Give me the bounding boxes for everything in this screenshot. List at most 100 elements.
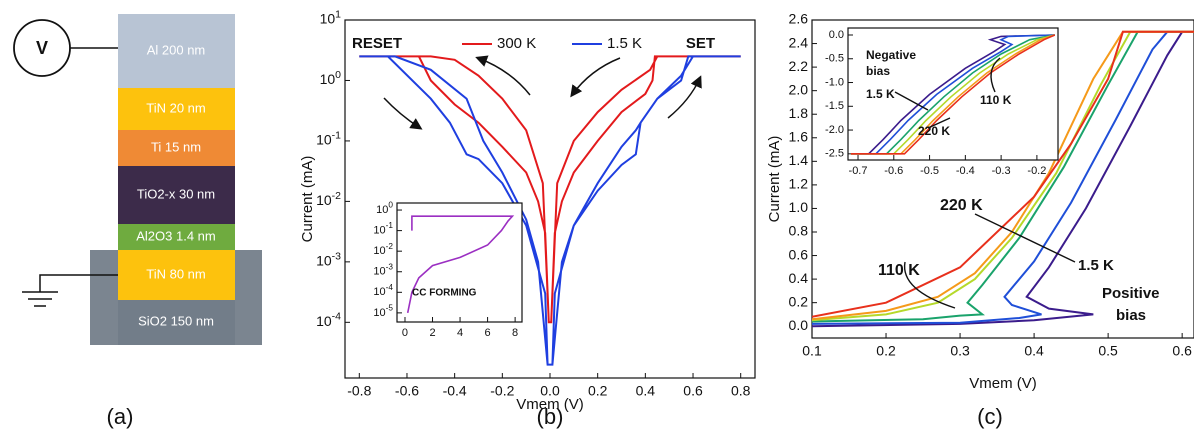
y-tick-label: -1.0 <box>825 76 844 88</box>
series-line <box>359 55 741 366</box>
x-tick-label: -0.6 <box>395 383 419 399</box>
series-group <box>406 215 515 314</box>
annotation: SET <box>686 35 715 52</box>
y-tick-label: -2.5 <box>825 148 844 160</box>
x-tick-label: 0.1 <box>802 343 822 359</box>
y-tick-label: 1.8 <box>789 105 809 121</box>
layer-label: Al2O3 1.4 nm <box>136 228 216 243</box>
y-tick-label: 0.4 <box>789 270 809 286</box>
layer <box>118 224 235 250</box>
arrow <box>570 57 621 98</box>
y-tick-label: 101 <box>320 8 342 27</box>
pointer <box>894 91 929 111</box>
arrow <box>475 55 531 96</box>
annotation: bias <box>866 64 890 78</box>
x-tick-label: 4 <box>457 327 463 339</box>
series-line <box>850 34 1056 155</box>
y-tick-label: 0.0 <box>789 317 809 333</box>
y-tick-label: 0.2 <box>789 293 809 309</box>
layer <box>118 130 235 166</box>
x-axis-label: Vmem (V) <box>969 375 1037 392</box>
y-tick-label: 10-1 <box>316 129 341 148</box>
y-tick-label: 10-4 <box>316 311 341 330</box>
layer <box>118 14 235 88</box>
layer-label: TiN 20 nm <box>146 100 205 115</box>
stack-diagram: V <box>13 14 262 345</box>
layer-label: Ti 15 nm <box>151 139 201 154</box>
y-tick-label: 0.6 <box>789 246 809 262</box>
y-axis-label: Current (mA) <box>766 136 783 223</box>
x-tick-label: 0 <box>402 327 408 339</box>
pointer <box>974 213 1076 263</box>
x-tick-label: 0.4 <box>636 383 656 399</box>
annotation: CC FORMING <box>412 288 477 299</box>
annotation: 110 K <box>980 93 1012 107</box>
series-group <box>359 55 741 366</box>
layer-label: Al 200 nm <box>147 42 206 57</box>
x-tick-label: -0.4 <box>956 165 975 177</box>
annotation: RESET <box>352 35 402 52</box>
y-tick-label: 2.2 <box>789 58 809 74</box>
voltmeter-label: V <box>36 38 48 58</box>
layer-label: SiO2 150 nm <box>138 313 214 328</box>
x-tick-label: 0.8 <box>731 383 751 399</box>
y-tick-label: 0.8 <box>789 223 809 239</box>
annotation: 220 K <box>918 124 950 138</box>
y-tick-label: -0.5 <box>825 53 844 65</box>
x-tick-label: 2 <box>429 327 435 339</box>
x-tick-label: 0.5 <box>1098 343 1118 359</box>
layer <box>118 166 235 224</box>
series-line <box>406 215 515 314</box>
y-tick-label: 100 <box>320 69 342 88</box>
series-line <box>359 55 741 324</box>
series-group <box>812 30 1194 328</box>
series-line <box>812 30 1194 322</box>
arrow <box>383 97 423 130</box>
y-tick-label: -2.0 <box>825 124 844 136</box>
series-line <box>812 30 1194 323</box>
x-tick-label: 0.2 <box>876 343 896 359</box>
series-line <box>812 30 1194 318</box>
x-tick-label: -0.8 <box>347 383 371 399</box>
y-tick-label: 2.6 <box>789 11 809 27</box>
series-line <box>850 34 1055 155</box>
annotation: Negative <box>866 48 916 62</box>
series-line <box>812 30 1194 325</box>
x-tick-label: -0.5 <box>920 165 939 177</box>
chart: -0.7 -0.6 -0.5 -0.4 -0.3 -0.2 0.0 -0.5 -1.0 -1.5 -… <box>825 27 1059 177</box>
voltmeter <box>13 19 71 77</box>
pointer <box>990 57 1001 93</box>
x-tick-label: 0.2 <box>588 383 608 399</box>
x-axis-label: Vmem (V) <box>516 396 584 413</box>
wire <box>39 274 118 292</box>
y-tick-label: 10-2 <box>316 190 341 209</box>
y-tick-label: 0.0 <box>829 29 844 41</box>
annotation: Positive <box>1102 285 1160 302</box>
y-tick-label: 2.4 <box>789 34 809 50</box>
plot-area <box>344 19 756 379</box>
x-tick-label: -0.4 <box>443 383 467 399</box>
layer <box>118 250 235 300</box>
series-line <box>812 30 1194 328</box>
y-axis-label: Current (mA) <box>299 156 316 243</box>
layer-label: TiO2-x 30 nm <box>137 186 215 201</box>
series-line <box>850 34 1055 155</box>
panel-label: (b) <box>537 404 564 429</box>
chart: -0.8 -0.6 -0.4 -0.2 0.0 0.2 0.4 0.6 0.8 10-4 10-3 1… <box>299 8 756 413</box>
pointer <box>903 261 956 309</box>
x-tick-label: 8 <box>512 327 518 339</box>
layer <box>118 88 235 130</box>
y-tick-label: 2.0 <box>789 81 809 97</box>
layer <box>118 300 235 345</box>
x-tick-label: -0.2 <box>490 383 514 399</box>
arrow <box>667 75 702 119</box>
x-tick-label: 0.0 <box>540 383 560 399</box>
x-tick-label: -0.7 <box>849 165 868 177</box>
layer-label: TiN 80 nm <box>146 266 205 281</box>
y-tick-label: -1.5 <box>825 100 844 112</box>
y-tick-label: 1.4 <box>789 152 809 168</box>
series-line <box>850 34 1056 155</box>
x-tick-label: 0.3 <box>950 343 970 359</box>
